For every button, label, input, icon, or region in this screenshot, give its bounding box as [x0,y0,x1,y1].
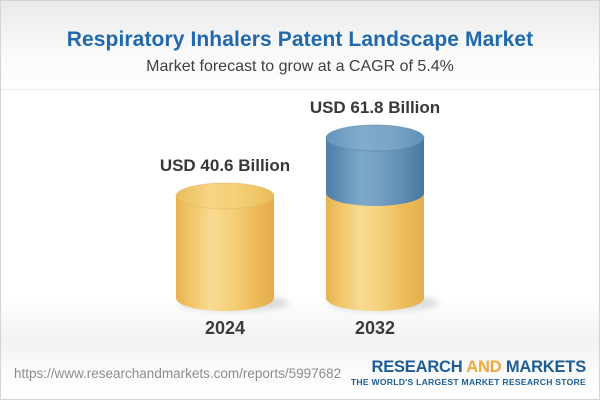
cylinder-bar-chart [175,124,439,311]
bar-2024-category-label: 2024 [204,318,246,338]
report-url-link[interactable]: https://www.researchandmarkets.com/repor… [14,365,342,381]
logo-word-and: AND [466,357,502,376]
footer: https://www.researchandmarkets.com/repor… [1,351,599,399]
logo-word-research: RESEARCH [371,357,463,376]
research-and-markets-logo[interactable]: RESEARCH AND MARKETS THE WORLD'S LARGEST… [350,357,586,388]
header-divider [1,89,599,90]
bar-2024-cylinder [175,182,275,311]
logo-wordmark: RESEARCH AND MARKETS [351,357,586,376]
chart-subtitle: Market forecast to grow at a CAGR of 5.4… [146,58,454,75]
bar-2024-value-label: USD 40.6 Billion [159,156,291,175]
bar-2032-value-label: USD 61.8 Billion [309,98,441,117]
logo-tagline: THE WORLD'S LARGEST MARKET RESEARCH STOR… [350,377,586,388]
bar-2032-cylinder [325,124,425,311]
logo-word-markets: MARKETS [505,357,586,376]
chart-title: Respiratory Inhalers Patent Landscape Ma… [66,28,534,51]
bar-2032-category-label: 2032 [354,318,396,338]
